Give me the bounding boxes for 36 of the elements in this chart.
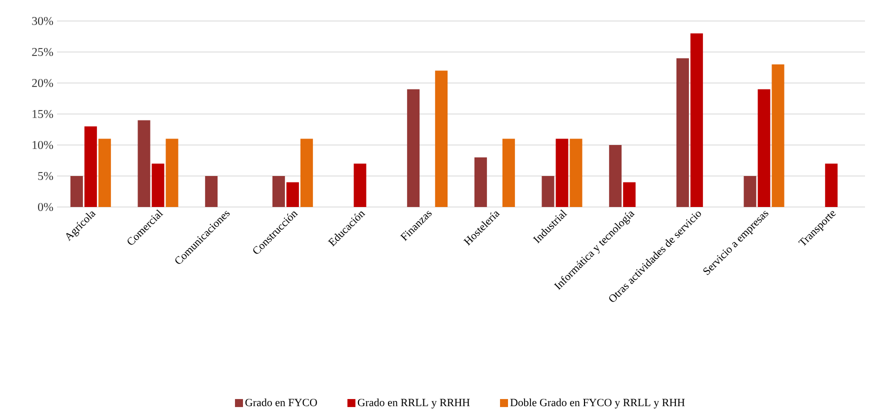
bar xyxy=(84,126,97,207)
y-tick-label: 15% xyxy=(32,110,54,118)
legend-label: Doble Grado en FYCO y RRLL y RHH xyxy=(510,398,685,408)
y-tick-label: 30% xyxy=(32,16,54,26)
bar xyxy=(676,58,689,207)
legend-label: Grado en RRLL y RRHH xyxy=(358,398,470,408)
bar xyxy=(98,138,111,207)
bar xyxy=(354,164,366,207)
y-tick-label: 25% xyxy=(32,48,54,56)
bar xyxy=(300,138,313,207)
bar xyxy=(690,33,703,207)
bar xyxy=(70,176,83,207)
y-tick-label: 20% xyxy=(32,78,54,88)
bar xyxy=(166,138,178,207)
bar xyxy=(205,176,218,207)
bar xyxy=(623,182,636,207)
bar xyxy=(435,70,448,207)
bar xyxy=(570,138,582,207)
y-tick-label: 5% xyxy=(38,172,54,180)
bar xyxy=(272,176,285,207)
y-tick-label: 0% xyxy=(38,202,54,212)
legend-label: Grado en FYCO xyxy=(245,398,317,406)
bar xyxy=(474,157,487,207)
bar xyxy=(407,89,420,207)
bar xyxy=(542,176,554,207)
bar xyxy=(825,164,838,207)
bar xyxy=(286,182,299,207)
bar xyxy=(758,89,770,207)
y-tick-label: 10% xyxy=(32,140,54,150)
bar xyxy=(609,145,622,207)
bar xyxy=(502,138,515,207)
bar xyxy=(744,176,756,207)
bar xyxy=(772,64,784,207)
bar xyxy=(138,120,150,207)
bar xyxy=(152,164,164,207)
bar xyxy=(556,138,568,207)
